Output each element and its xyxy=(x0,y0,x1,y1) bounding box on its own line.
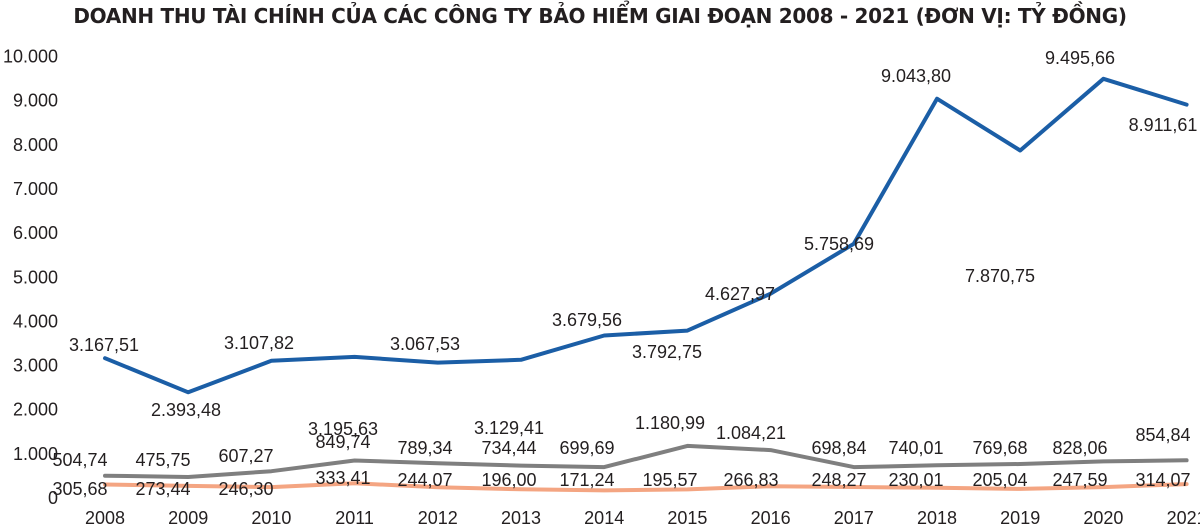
series-line-3 xyxy=(103,481,1189,493)
data-label: 333,41 xyxy=(315,468,370,488)
data-label: 607,27 xyxy=(218,446,273,466)
data-label: 4.627,97 xyxy=(705,284,775,304)
data-label: 1.084,21 xyxy=(716,423,786,443)
x-tick-label: 2012 xyxy=(418,508,458,528)
data-label: 734,44 xyxy=(481,438,536,458)
data-label: 3.792,75 xyxy=(632,342,702,362)
x-tick-label: 2010 xyxy=(251,508,291,528)
data-label: 230,01 xyxy=(888,470,943,490)
y-tick-label: 10.000 xyxy=(3,47,58,67)
data-label: 740,01 xyxy=(888,438,943,458)
axis-layer: 0 1.000 2.000 3.000 4.000 5.000 6.000 7.000 8.00… xyxy=(3,47,1200,529)
x-tick-label: 2014 xyxy=(584,508,624,528)
data-label: 7.870,75 xyxy=(965,266,1035,286)
data-label: 504,74 xyxy=(52,450,107,470)
series-line-1 xyxy=(103,76,1189,395)
y-tick-label: 1.000 xyxy=(13,444,58,464)
x-tick-label: 2019 xyxy=(1000,508,1040,528)
data-label: 1.180,99 xyxy=(635,413,705,433)
data-label: 248,27 xyxy=(811,470,866,490)
y-tick-label: 9.000 xyxy=(13,91,58,111)
data-label: 3.679,56 xyxy=(552,310,622,330)
data-label: 769,68 xyxy=(972,438,1027,458)
data-label: 5.758,69 xyxy=(804,234,874,254)
chart-title: DOANH THU TÀI CHÍNH CỦA CÁC CÔNG TY BẢO … xyxy=(73,4,1127,28)
data-label: 273,44 xyxy=(135,479,190,499)
y-tick-label: 6.000 xyxy=(13,223,58,243)
data-label: 3.067,53 xyxy=(390,334,460,354)
data-label: 171,24 xyxy=(559,470,614,490)
data-label: 246,30 xyxy=(218,479,273,499)
data-label: 2.393,48 xyxy=(151,400,221,420)
data-label: 699,69 xyxy=(559,438,614,458)
data-label: 849,74 xyxy=(315,432,370,452)
y-tick-label: 2.000 xyxy=(13,400,58,420)
x-tick-label: 2017 xyxy=(834,508,874,528)
data-label: 789,34 xyxy=(397,438,452,458)
data-label: 3.129,41 xyxy=(474,418,544,438)
data-label: 244,07 xyxy=(397,470,452,490)
x-tick-label: 2015 xyxy=(667,508,707,528)
data-label: 828,06 xyxy=(1052,438,1107,458)
data-label: 196,00 xyxy=(481,470,536,490)
y-tick-label: 5.000 xyxy=(13,267,58,287)
label-layer: 3.167,51 2.393,48 3.107,82 3.195,63 3.067,53… xyxy=(52,48,1197,499)
data-label: 9.043,80 xyxy=(881,66,951,86)
y-tick-label: 0 xyxy=(48,488,58,508)
series-line-2 xyxy=(103,443,1189,479)
x-tick-label: 2018 xyxy=(917,508,957,528)
x-tick-label: 2016 xyxy=(751,508,791,528)
y-tick-label: 3.000 xyxy=(13,356,58,376)
y-tick-label: 4.000 xyxy=(13,311,58,331)
x-tick-label: 2021 xyxy=(1167,508,1200,528)
data-label: 698,84 xyxy=(811,438,866,458)
data-label: 247,59 xyxy=(1052,470,1107,490)
y-tick-label: 7.000 xyxy=(13,179,58,199)
data-label: 9.495,66 xyxy=(1045,48,1115,68)
data-label: 3.195,63 xyxy=(308,419,378,439)
series-layer xyxy=(103,76,1189,493)
data-label: 205,04 xyxy=(972,470,1027,490)
data-label: 8.911,61 xyxy=(1129,115,1198,135)
data-label: 475,75 xyxy=(135,450,190,470)
x-tick-label: 2011 xyxy=(335,508,374,528)
data-label: 266,83 xyxy=(723,470,778,490)
x-tick-label: 2020 xyxy=(1083,508,1123,528)
x-tick-label: 2009 xyxy=(168,508,208,528)
data-label: 305,68 xyxy=(52,479,107,499)
x-tick-label: 2013 xyxy=(501,508,541,528)
data-label: 3.167,51 xyxy=(69,335,139,355)
data-label: 854,84 xyxy=(1135,425,1190,445)
data-label: 195,57 xyxy=(642,470,697,490)
data-label: 3.107,82 xyxy=(224,333,294,353)
data-label: 314,07 xyxy=(1135,470,1190,490)
x-tick-label: 2008 xyxy=(85,508,125,528)
y-tick-label: 8.000 xyxy=(13,135,58,155)
